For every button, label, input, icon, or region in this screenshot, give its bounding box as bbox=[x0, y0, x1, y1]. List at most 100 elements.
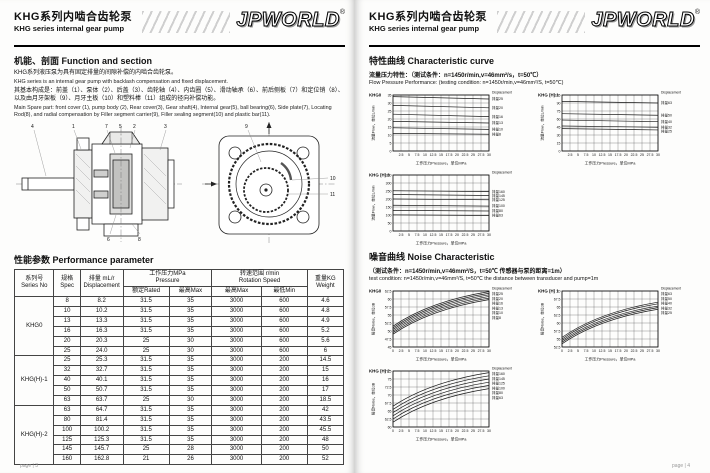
y-tick-label: 62.5 bbox=[554, 313, 561, 317]
y-tick-label: 30 bbox=[557, 133, 561, 137]
table-cell: 13 bbox=[53, 315, 81, 327]
y-tick-label: 105 bbox=[555, 93, 561, 97]
x-tick-label: 25 bbox=[471, 349, 475, 353]
table-cell: 50 bbox=[53, 385, 81, 397]
table-cell: 31.5 bbox=[122, 365, 170, 377]
callout-label: 8 bbox=[138, 237, 141, 243]
series-line bbox=[392, 105, 490, 109]
series-line bbox=[392, 194, 490, 196]
brand-logo-block: JPWORLD® bbox=[236, 9, 345, 32]
y-tick-label: 72.5 bbox=[385, 385, 392, 389]
x-tick-label: 12.5 bbox=[599, 349, 606, 353]
x-tick-label: 20 bbox=[455, 349, 459, 353]
series-line bbox=[392, 294, 490, 330]
x-tick-label: 22.5 bbox=[462, 429, 469, 433]
x-tick-label: 2.5 bbox=[399, 349, 404, 353]
y-tick-label: 67.5 bbox=[385, 401, 392, 405]
series-line bbox=[392, 133, 490, 135]
table-cell: 31.5 bbox=[122, 375, 170, 387]
table-cell: 31.5 bbox=[122, 355, 170, 367]
y-tick-label: 52.5 bbox=[385, 321, 392, 325]
chart-noise-khg1: 0 2.5 5 7.5 10 12.5 15 17.5 20 22.5 25 27.5 30 52.5 55… bbox=[538, 284, 702, 363]
table-cell: 35 bbox=[168, 306, 213, 317]
page-left: KHG系列内啮合齿轮泵 KHG series internal gear pum… bbox=[0, 0, 355, 473]
x-axis-label: 工作压力Pressure，单位MPa bbox=[416, 161, 468, 166]
chart-label: KHG (H) 2 bbox=[369, 369, 390, 374]
page-number-left: page | 3 bbox=[20, 463, 38, 469]
table-row: 145 145.7 25 28 3000 200 50 bbox=[15, 444, 345, 456]
x-tick-label: 5 bbox=[577, 153, 579, 157]
callout-label: 5 bbox=[119, 124, 122, 130]
x-tick-label: 30 bbox=[656, 349, 660, 353]
callout-label: 9 bbox=[245, 124, 248, 130]
table-cell: 3000 bbox=[211, 315, 262, 327]
table-cell: 28 bbox=[168, 444, 213, 456]
y-tick-label: 350 bbox=[386, 173, 392, 177]
table-row: 80 81.4 31.5 35 3000 200 43.5 bbox=[15, 414, 345, 426]
x-tick-label: 7.5 bbox=[415, 233, 420, 237]
table-cell: 80 bbox=[53, 414, 81, 426]
section-heading-noise: 噪音曲线 Noise Characteristic bbox=[369, 252, 495, 262]
table-cell: 125.3 bbox=[79, 434, 124, 446]
flow-charts-row-1: 2.5 5 7.5 10 12.5 15 17.5 20 22.5 25 27.5 30 0 5 10 15 2… bbox=[369, 88, 700, 167]
y-tick-label: 55 bbox=[388, 313, 392, 317]
table-cell: 25 bbox=[122, 395, 170, 406]
series-line bbox=[561, 119, 659, 123]
header-rule bbox=[14, 45, 345, 47]
y-tick-label: 75 bbox=[557, 109, 561, 113]
y-tick-label: 0 bbox=[390, 229, 392, 233]
x-tick-label: 5 bbox=[408, 153, 410, 157]
table-cell: 31.5 bbox=[122, 296, 170, 307]
section-heading-curve: 特性曲线 Characteristic curve bbox=[369, 56, 495, 66]
table-cell: 200 bbox=[260, 434, 308, 446]
legend-item: 排量63 bbox=[661, 100, 672, 105]
chart-svg-flow-khg2: 2.5 5 7.5 10 12.5 15 17.5 20 22.5 25 27.5 300501001… bbox=[369, 171, 512, 246]
series-line bbox=[392, 190, 490, 192]
series-line bbox=[561, 113, 659, 116]
table-cell: 10.2 bbox=[79, 306, 124, 317]
col-header-max: 最高Max bbox=[168, 286, 213, 298]
x-tick-label: 25 bbox=[471, 153, 475, 157]
table-cell: 50.7 bbox=[79, 385, 124, 397]
y-tick-label: 0 bbox=[390, 149, 392, 153]
table-row: KHG0 8 8.2 31.5 35 3000 600 4.6 bbox=[13, 296, 345, 357]
chart-label: KHG (H) 2 bbox=[369, 173, 390, 178]
series-line bbox=[392, 198, 490, 201]
pump-section-drawing: 4 1 7 5 2 3 6 8 9 10 11 bbox=[16, 122, 336, 245]
table-cell: 20 bbox=[53, 335, 81, 347]
series-line bbox=[561, 101, 659, 104]
legend-item: 排量160 bbox=[492, 371, 505, 376]
chart-flow-khg1: 2.5 5 7.5 10 12.5 15 17.5 20 22.5 25 27.5 30 0 15 30 45… bbox=[538, 88, 702, 167]
y-tick-label: 35 bbox=[388, 93, 392, 97]
x-tick-label: 10 bbox=[423, 153, 427, 157]
y-tick-label: 62.5 bbox=[385, 289, 392, 293]
brand-logo-block: JPWORLD® bbox=[591, 9, 700, 32]
table-cell: 18.5 bbox=[306, 395, 345, 406]
x-tick-label: 17.5 bbox=[615, 349, 622, 353]
y-tick-label: 75 bbox=[388, 377, 392, 381]
table-cell: 15 bbox=[306, 365, 345, 377]
legend-item: 排量8 bbox=[492, 131, 501, 136]
doc-title-zh: KHG系列内啮合齿轮泵 bbox=[369, 11, 487, 23]
callout-label: 2 bbox=[133, 124, 136, 130]
x-axis-label: 工作压力Pressure，单位MPa bbox=[416, 437, 468, 442]
table-cell: 145 bbox=[53, 444, 81, 456]
x-tick-label: 25 bbox=[640, 153, 644, 157]
table-cell: 10 bbox=[53, 306, 81, 317]
plot-border bbox=[392, 174, 490, 232]
x-tick-label: 15 bbox=[608, 349, 612, 353]
x-tick-label: 22.5 bbox=[462, 153, 469, 157]
x-tick-label: 25 bbox=[471, 429, 475, 433]
table-cell: 31.5 bbox=[122, 315, 170, 327]
crescent-segment bbox=[280, 162, 293, 181]
series-line bbox=[392, 299, 490, 335]
legend-item: 排量50 bbox=[661, 112, 672, 117]
x-tick-label: 12.5 bbox=[430, 153, 437, 157]
x-tick-label: 30 bbox=[487, 233, 491, 237]
legend-item: 排量13 bbox=[492, 120, 503, 125]
header-stripes-decoration bbox=[496, 11, 586, 33]
x-tick-label: 20 bbox=[455, 429, 459, 433]
legend-item: 排量8 bbox=[492, 315, 501, 320]
y-tick-label: 20 bbox=[388, 117, 392, 121]
x-tick-label: 27.5 bbox=[478, 153, 485, 157]
